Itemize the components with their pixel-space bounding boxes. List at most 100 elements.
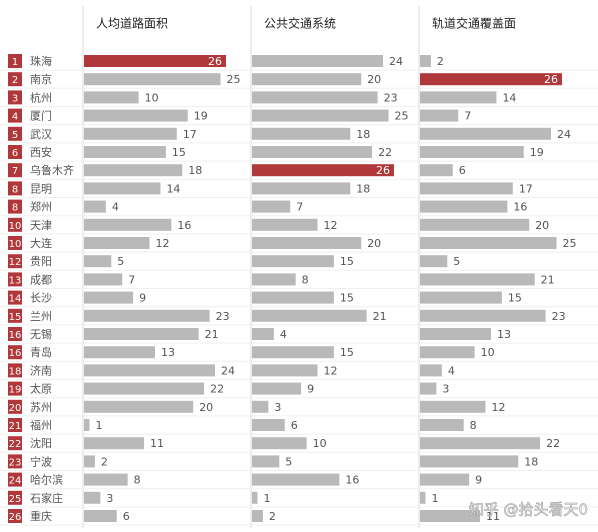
city-label: 贵阳 xyxy=(30,255,52,268)
rank-box xyxy=(8,418,22,432)
value-label: 6 xyxy=(291,419,298,432)
bar xyxy=(84,510,117,522)
city-label: 青岛 xyxy=(30,345,52,359)
value-label: 1 xyxy=(263,492,270,505)
rank-box xyxy=(8,490,22,505)
value-label: 18 xyxy=(524,455,538,468)
value-label: 24 xyxy=(389,55,403,68)
value-label: 7 xyxy=(128,273,135,286)
value-label: 10 xyxy=(313,437,327,450)
value-label: 20 xyxy=(199,401,213,414)
bar xyxy=(84,437,145,450)
bar xyxy=(420,73,562,86)
value-label: 17 xyxy=(183,128,197,141)
rank-box xyxy=(8,163,22,178)
bar xyxy=(84,400,194,413)
value-label: 23 xyxy=(216,310,230,323)
value-label: 16 xyxy=(177,219,191,232)
value-label: 16 xyxy=(345,474,359,487)
value-label: 20 xyxy=(535,219,549,232)
rank: 10 xyxy=(9,239,22,250)
value-label: 21 xyxy=(205,328,219,341)
bar xyxy=(252,255,334,268)
value-label: 5 xyxy=(285,455,292,468)
value-label: 18 xyxy=(356,182,370,195)
bar xyxy=(252,400,269,413)
bar xyxy=(252,291,334,304)
bar xyxy=(420,91,497,104)
bar xyxy=(420,146,524,158)
value-label: 7 xyxy=(464,110,471,123)
city-label: 杭州 xyxy=(30,90,52,104)
value-label: 21 xyxy=(541,273,555,286)
rank: 10 xyxy=(9,221,22,232)
value-label: 2 xyxy=(437,55,444,68)
rank-box xyxy=(8,345,22,360)
value-label: 4 xyxy=(280,328,287,341)
bar xyxy=(84,127,177,140)
bar xyxy=(252,309,367,322)
rank: 23 xyxy=(9,457,22,468)
value-label: 14 xyxy=(502,91,516,104)
bar xyxy=(252,73,362,86)
bar xyxy=(420,473,470,486)
value-label: 9 xyxy=(307,383,314,396)
bar xyxy=(420,419,464,431)
value-label: 19 xyxy=(194,110,208,123)
bar xyxy=(252,127,351,140)
bar xyxy=(84,200,106,213)
rank: 6 xyxy=(12,148,18,159)
value-label: 1 xyxy=(431,492,438,505)
bar xyxy=(252,164,394,177)
column-header: 轨道交通覆盖面 xyxy=(432,16,516,31)
city-label: 兰州 xyxy=(30,310,52,323)
value-label: 9 xyxy=(139,292,146,305)
rank: 7 xyxy=(12,166,18,177)
bar xyxy=(252,146,373,158)
city-label: 宁波 xyxy=(30,454,52,468)
rank: 16 xyxy=(9,330,22,341)
bar xyxy=(252,437,307,450)
value-label: 11 xyxy=(486,510,500,523)
city-label: 苏州 xyxy=(30,401,52,414)
value-label: 26 xyxy=(376,164,390,177)
rank: 14 xyxy=(9,294,22,305)
bar xyxy=(252,455,280,468)
city-label: 昆明 xyxy=(30,182,52,195)
bar xyxy=(420,164,453,177)
value-label: 22 xyxy=(210,383,224,396)
city-label: 济南 xyxy=(30,363,52,377)
city-label: 郑州 xyxy=(30,200,52,214)
rank-box xyxy=(8,217,22,232)
bar xyxy=(84,255,112,268)
value-label: 22 xyxy=(378,146,392,159)
bar xyxy=(252,91,378,104)
rank-box xyxy=(8,472,22,487)
value-label: 5 xyxy=(453,255,460,268)
value-label: 19 xyxy=(530,146,544,159)
value-label: 24 xyxy=(557,128,571,141)
rank-box xyxy=(8,72,22,87)
city-label: 太原 xyxy=(30,383,52,396)
rank-box xyxy=(8,199,22,214)
column-header: 公共交通系统 xyxy=(264,16,336,31)
bar xyxy=(84,218,172,231)
bar xyxy=(420,255,448,268)
rank-box xyxy=(8,327,22,341)
city-label: 南京 xyxy=(30,72,52,86)
rank-box xyxy=(8,181,22,196)
bar xyxy=(84,491,101,504)
bar xyxy=(420,309,546,322)
value-label: 6 xyxy=(459,164,466,177)
bar xyxy=(84,273,123,286)
bar xyxy=(84,364,216,377)
bar xyxy=(420,55,431,67)
bar xyxy=(252,510,263,522)
rank: 24 xyxy=(9,476,22,487)
rank: 12 xyxy=(9,257,22,268)
value-label: 6 xyxy=(123,510,130,523)
rank-box xyxy=(8,236,22,250)
value-label: 20 xyxy=(367,73,381,86)
bar xyxy=(420,273,535,286)
value-label: 10 xyxy=(481,346,495,359)
